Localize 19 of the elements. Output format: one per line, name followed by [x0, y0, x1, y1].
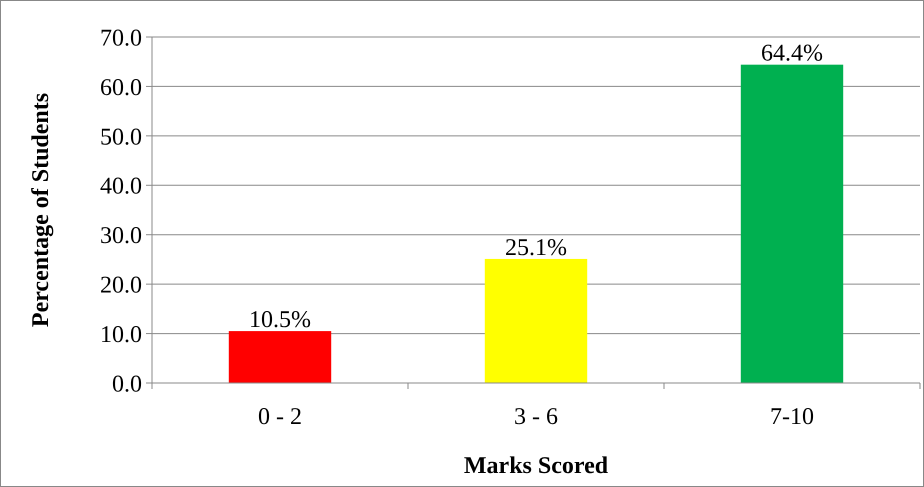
data-label: 64.4%	[761, 40, 823, 67]
x-tick-label: 7-10	[770, 404, 814, 430]
bar	[740, 64, 844, 383]
bar	[228, 331, 332, 383]
x-axis-title: Marks Scored	[464, 453, 609, 479]
bar	[484, 258, 588, 383]
data-label: 10.5%	[249, 307, 311, 334]
y-tick-label: 10.0	[100, 322, 142, 348]
y-tick-label: 20.0	[100, 272, 142, 299]
y-tick-label: 70.0	[100, 25, 142, 52]
y-axis-title: Percentage of Students	[28, 92, 54, 328]
x-tick-label: 0 - 2	[258, 404, 302, 430]
y-tick-label: 50.0	[100, 124, 142, 150]
y-tick-label: 0.0	[112, 371, 142, 398]
y-tick-label: 40.0	[100, 174, 142, 200]
data-label: 25.1%	[505, 234, 567, 261]
y-tick-label: 30.0	[100, 223, 142, 250]
x-tick-label: 3 - 6	[514, 404, 558, 430]
y-tick-label: 60.0	[100, 74, 142, 101]
